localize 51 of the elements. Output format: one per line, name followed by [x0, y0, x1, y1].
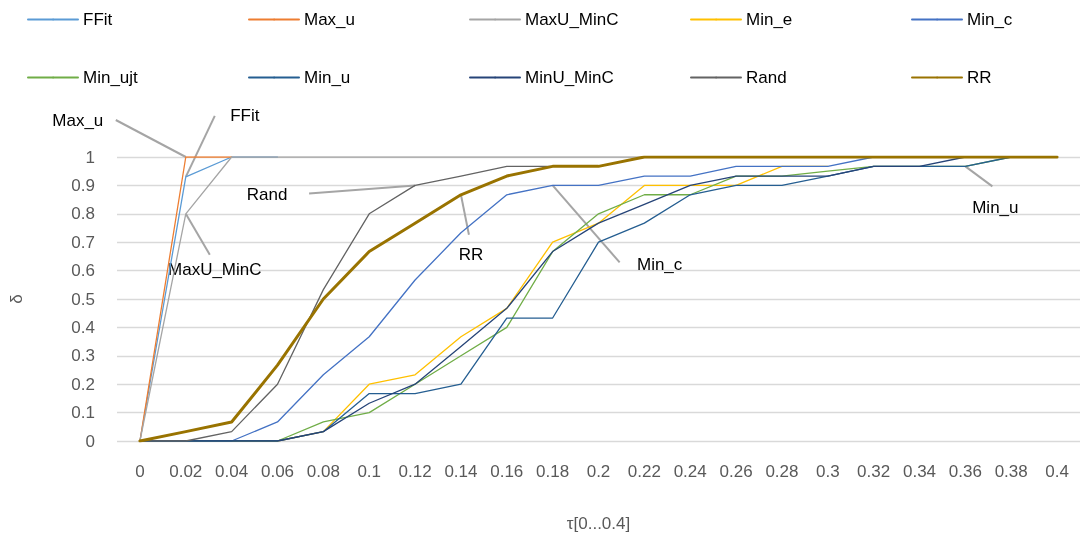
- legend-label: Min_e: [746, 10, 793, 29]
- y-tick-label: 0.5: [71, 289, 95, 309]
- y-tick-label: 0.3: [71, 346, 95, 366]
- x-tick-label: 0.32: [857, 462, 891, 481]
- x-tick-label: 0.24: [673, 462, 707, 481]
- y-tick-label: 0.9: [71, 175, 95, 195]
- x-tick-label: 0.4: [1045, 462, 1069, 481]
- legend-label: FFit: [83, 10, 113, 29]
- y-axis-title: δ: [7, 294, 26, 304]
- x-tick-label: 0: [135, 462, 145, 481]
- annotation: Rand: [246, 184, 288, 204]
- x-tick-label: 0.3: [815, 462, 840, 481]
- y-tick-label: 1: [85, 147, 95, 167]
- x-tick-label: 0.06: [260, 462, 295, 481]
- legend-label: MaxU_MinC: [525, 10, 619, 29]
- annotation: RR: [458, 245, 484, 265]
- legend-label: Min_c: [967, 10, 1013, 29]
- x-tick-label: 0.04: [215, 462, 249, 481]
- x-tick-label: 0.02: [169, 462, 203, 481]
- annotation: Min_c: [636, 254, 683, 274]
- x-tick-label: 0.2: [586, 462, 611, 481]
- x-tick-label: 0.36: [948, 462, 982, 481]
- annotation: Min_u: [972, 197, 1019, 217]
- y-tick-label: 0.4: [71, 317, 95, 337]
- legend-label: Min_u: [304, 68, 351, 87]
- x-tick-label: 0.26: [719, 462, 753, 481]
- x-tick-label: 0.28: [765, 462, 799, 481]
- y-tick-label: 0: [85, 431, 95, 451]
- y-tick-label: 0.2: [71, 374, 95, 394]
- x-tick-label: 0.22: [627, 462, 661, 481]
- legend-label: Max_u: [304, 10, 356, 29]
- annotation: Max_u: [52, 110, 104, 130]
- x-tick-label: 0.34: [902, 462, 937, 481]
- x-tick-label: 0.08: [306, 462, 340, 481]
- x-tick-label: 0.16: [490, 462, 524, 481]
- y-tick-label: 0.6: [71, 261, 95, 281]
- annotation: MaxU_MinC: [168, 260, 262, 280]
- y-tick-label: 0.7: [71, 232, 95, 252]
- x-tick-label: 0.1: [357, 462, 382, 481]
- y-tick-label: 0.8: [71, 204, 95, 224]
- x-tick-label: 0.18: [536, 462, 570, 481]
- x-axis-title: τ[0...0.4]: [566, 514, 631, 533]
- legend-label: Rand: [746, 68, 787, 87]
- x-tick-label: 0.12: [398, 462, 432, 481]
- y-tick-label: 0.1: [71, 403, 95, 423]
- legend-label: MinU_MinC: [525, 68, 614, 87]
- legend-label: RR: [967, 68, 992, 87]
- x-tick-label: 0.38: [994, 462, 1028, 481]
- legend-label: Min_ujt: [83, 68, 139, 87]
- annotation: FFit: [230, 106, 260, 126]
- x-tick-label: 0.14: [444, 462, 478, 481]
